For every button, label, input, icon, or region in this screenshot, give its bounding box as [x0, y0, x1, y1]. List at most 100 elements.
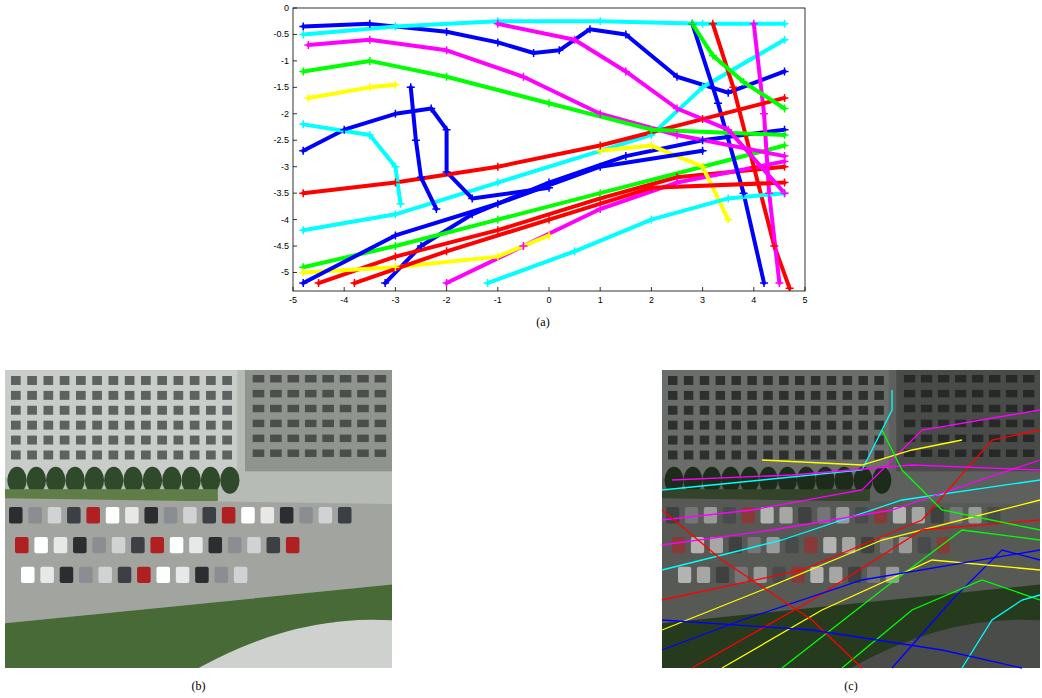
- window: [44, 376, 54, 385]
- window: [174, 406, 184, 415]
- window: [843, 406, 852, 415]
- overlay-track: [662, 410, 1040, 520]
- car: [189, 537, 203, 553]
- x-tick: [344, 287, 345, 291]
- point-marker: [740, 189, 748, 197]
- x-tick-label: 3: [700, 295, 705, 305]
- window: [253, 435, 265, 442]
- x-tick: [293, 287, 294, 291]
- point-marker: [519, 73, 527, 81]
- window: [222, 436, 232, 445]
- point-marker: [596, 142, 604, 150]
- window: [27, 376, 37, 385]
- window: [11, 376, 21, 385]
- point-marker: [468, 194, 476, 202]
- point-marker: [709, 52, 717, 60]
- window: [843, 436, 852, 445]
- car: [899, 537, 912, 553]
- window: [859, 421, 868, 430]
- car: [28, 507, 42, 523]
- window: [747, 451, 756, 460]
- window: [859, 406, 868, 415]
- x-tick: [395, 287, 396, 291]
- point-marker: [494, 253, 502, 261]
- point-marker: [673, 73, 681, 81]
- window: [668, 406, 677, 415]
- window: [253, 390, 265, 397]
- point-marker: [709, 20, 717, 28]
- point-marker: [786, 284, 794, 291]
- point-marker: [417, 242, 425, 250]
- car: [112, 537, 126, 553]
- window: [716, 406, 725, 415]
- car: [241, 507, 255, 523]
- point-marker: [366, 83, 374, 91]
- window: [747, 436, 756, 445]
- point-marker: [775, 279, 783, 287]
- y-tick: [293, 193, 297, 194]
- pavement: [851, 620, 1040, 668]
- point-marker: [530, 49, 538, 57]
- car: [48, 507, 62, 523]
- point-marker: [417, 173, 425, 181]
- x-tick-label: 2: [649, 295, 654, 305]
- window: [747, 376, 756, 385]
- trajectory: [303, 146, 784, 268]
- point-marker: [750, 20, 758, 28]
- trajectory: [488, 193, 785, 283]
- window: [253, 375, 265, 382]
- window: [125, 451, 135, 460]
- window: [322, 435, 334, 442]
- window: [779, 376, 788, 385]
- window: [1006, 405, 1017, 412]
- point-marker: [494, 226, 502, 234]
- point-marker: [366, 36, 374, 44]
- car: [125, 507, 139, 523]
- point-marker: [714, 99, 722, 107]
- overlay-track: [672, 465, 1040, 480]
- point-marker: [443, 73, 451, 81]
- point-marker: [781, 152, 789, 160]
- point-marker: [760, 279, 768, 287]
- window: [732, 451, 741, 460]
- window: [125, 436, 135, 445]
- window: [76, 376, 86, 385]
- car: [918, 537, 931, 553]
- window: [904, 420, 915, 427]
- window: [340, 405, 352, 412]
- window: [779, 406, 788, 415]
- point-marker: [724, 216, 732, 224]
- window: [92, 406, 102, 415]
- car: [228, 537, 242, 553]
- window: [375, 420, 387, 427]
- window: [763, 391, 772, 400]
- window: [763, 406, 772, 415]
- window: [795, 421, 804, 430]
- window: [938, 435, 949, 442]
- y-tick: [293, 34, 297, 35]
- trajectory: [303, 235, 549, 272]
- window: [716, 391, 725, 400]
- window: [668, 436, 677, 445]
- window: [253, 450, 265, 457]
- window: [716, 376, 725, 385]
- point-marker: [432, 205, 440, 213]
- car: [79, 567, 93, 583]
- point-marker: [781, 20, 789, 28]
- window: [288, 450, 300, 457]
- window: [700, 406, 709, 415]
- window: [357, 435, 369, 442]
- point-marker: [299, 226, 307, 234]
- car: [779, 507, 792, 523]
- point-marker: [688, 20, 696, 28]
- window: [76, 391, 86, 400]
- y-tick-label: -4: [281, 215, 289, 225]
- y-tick-label: -5: [281, 267, 289, 277]
- window: [972, 375, 983, 382]
- window: [11, 391, 21, 400]
- y-tick-label: 0: [284, 3, 289, 13]
- window: [141, 451, 151, 460]
- x-tick-label: 4: [751, 295, 756, 305]
- point-marker: [407, 83, 415, 91]
- window: [11, 406, 21, 415]
